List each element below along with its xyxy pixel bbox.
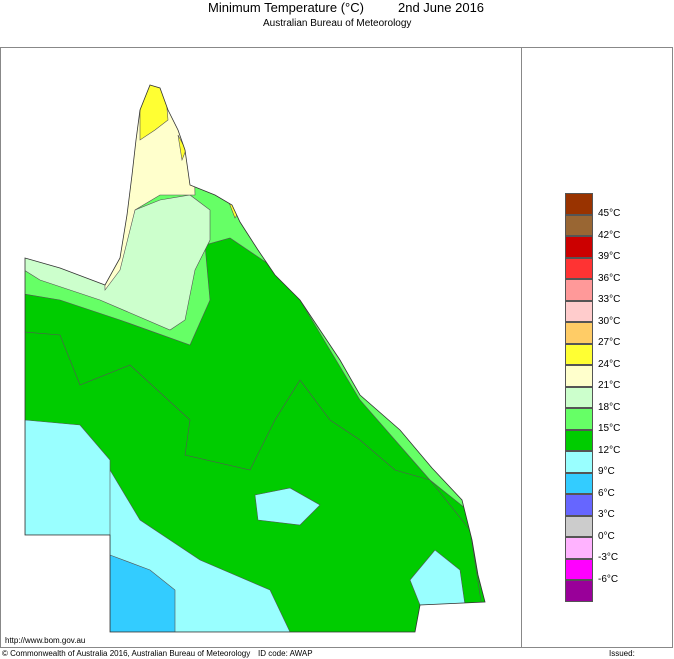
legend-swatch [565, 365, 593, 387]
legend-swatch [565, 472, 593, 494]
legend-label: 3°C [598, 509, 615, 520]
legend-label: 42°C [598, 229, 621, 241]
legend-label: 6°C [598, 487, 615, 499]
legend-label: 12°C [598, 444, 621, 456]
legend-label: 27°C [598, 337, 621, 348]
legend-swatch [565, 429, 593, 451]
legend-swatch [565, 408, 593, 430]
legend-swatch [565, 193, 593, 215]
legend-divider [521, 47, 522, 648]
legend-label: 0°C [598, 530, 615, 542]
legend-swatch [565, 386, 593, 408]
map-title: Minimum Temperature (°C) [208, 0, 364, 15]
bom-url[interactable]: http://www.bom.gov.au [5, 636, 86, 645]
legend-label: 36°C [598, 272, 621, 284]
legend-label: 30°C [598, 315, 621, 327]
queensland-outline [24, 84, 486, 633]
legend-swatch [565, 214, 593, 236]
legend-label: -3°C [598, 552, 619, 563]
legend-swatch [565, 537, 593, 559]
map-frame [0, 47, 673, 648]
id-code: ID code: AWAP [258, 649, 313, 658]
legend-swatch [565, 300, 593, 322]
legend-label: -6°C [598, 573, 619, 585]
legend-swatch [565, 515, 593, 537]
legend-label: 33°C [598, 294, 621, 305]
legend-swatch [565, 494, 593, 516]
legend-swatch [565, 580, 593, 602]
legend-label: 24°C [598, 358, 621, 370]
legend-label: 45°C [598, 208, 621, 219]
legend-swatch [565, 279, 593, 301]
legend-label: 18°C [598, 401, 621, 413]
legend-swatch [565, 257, 593, 279]
legend-label: 9°C [598, 466, 615, 477]
legend-swatch [565, 558, 593, 580]
map-subtitle: Australian Bureau of Meteorology [263, 18, 412, 29]
legend-swatch [565, 451, 593, 473]
legend-swatch [565, 236, 593, 258]
map-date: 2nd June 2016 [398, 0, 485, 15]
legend-label: 21°C [598, 380, 621, 391]
legend-swatch [565, 322, 593, 344]
legend-label: 15°C [598, 423, 621, 434]
legend-swatch [565, 343, 593, 365]
issued-date: Issued: 31/08/2016 [609, 649, 649, 659]
legend-label: 39°C [598, 251, 621, 262]
copyright: © Commonwealth of Australia 2016, Austra… [2, 649, 251, 658]
